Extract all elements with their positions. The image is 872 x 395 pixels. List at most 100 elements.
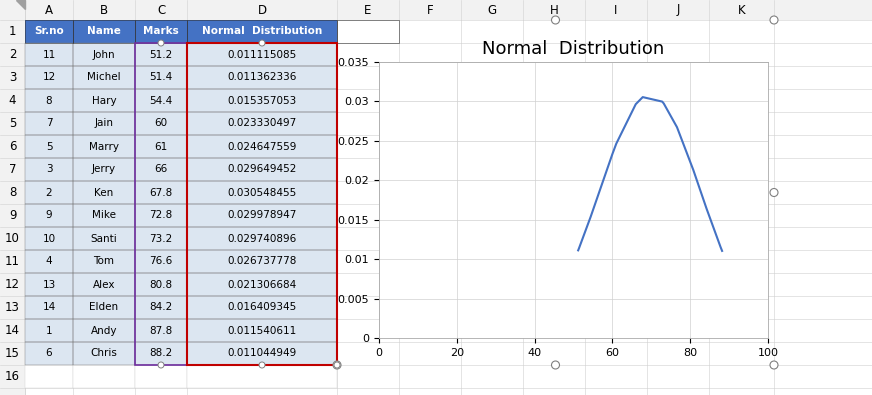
Circle shape	[770, 361, 778, 369]
Bar	[135, 319, 187, 342]
Text: 13: 13	[5, 301, 20, 314]
Bar	[25, 112, 73, 135]
Bar	[25, 204, 73, 227]
Bar	[73, 204, 135, 227]
Text: 12: 12	[43, 73, 56, 83]
Text: 10: 10	[43, 233, 56, 243]
Text: 7: 7	[45, 118, 52, 128]
Circle shape	[158, 40, 164, 46]
Circle shape	[333, 361, 341, 369]
Text: 1: 1	[9, 25, 17, 38]
Bar	[73, 20, 135, 43]
Bar	[73, 20, 135, 43]
Bar	[73, 342, 135, 365]
Bar	[187, 319, 337, 342]
Text: 9: 9	[9, 209, 17, 222]
Circle shape	[551, 361, 560, 369]
Bar	[135, 112, 187, 135]
Circle shape	[770, 16, 778, 24]
Text: Elden: Elden	[90, 303, 119, 312]
Bar	[187, 273, 337, 296]
Bar	[25, 296, 73, 319]
Bar	[187, 112, 337, 135]
Text: Andy: Andy	[91, 325, 117, 335]
Text: F: F	[426, 4, 433, 17]
Bar	[187, 273, 337, 296]
Bar	[187, 204, 337, 227]
Text: 6: 6	[9, 140, 17, 153]
Bar	[135, 250, 187, 273]
Bar	[135, 319, 187, 342]
Text: Mike: Mike	[92, 211, 116, 220]
Text: 4: 4	[9, 94, 17, 107]
Title: Normal  Distribution: Normal Distribution	[482, 40, 664, 58]
Bar	[73, 250, 135, 273]
Bar	[135, 342, 187, 365]
Bar	[25, 66, 73, 89]
Circle shape	[551, 16, 560, 24]
Bar	[73, 250, 135, 273]
Text: Michel: Michel	[87, 73, 121, 83]
Bar	[25, 66, 73, 89]
Bar	[25, 135, 73, 158]
Text: Alex: Alex	[92, 280, 115, 290]
Text: G: G	[487, 4, 496, 17]
Bar	[135, 66, 187, 89]
Bar	[187, 250, 337, 273]
Text: 9: 9	[45, 211, 52, 220]
Bar	[73, 43, 135, 66]
Bar	[25, 342, 73, 365]
Bar	[25, 20, 73, 43]
Bar	[135, 227, 187, 250]
Text: Jerry: Jerry	[92, 164, 116, 175]
Bar	[73, 66, 135, 89]
Bar	[73, 227, 135, 250]
Bar	[187, 135, 337, 158]
Bar	[135, 227, 187, 250]
Text: 76.6: 76.6	[149, 256, 173, 267]
Bar	[187, 204, 337, 227]
Bar	[25, 181, 73, 204]
Text: 13: 13	[43, 280, 56, 290]
Text: 66: 66	[154, 164, 167, 175]
Circle shape	[259, 362, 265, 368]
Text: 11: 11	[43, 49, 56, 60]
Text: 0.030548455: 0.030548455	[228, 188, 296, 198]
Text: 51.2: 51.2	[149, 49, 173, 60]
Bar	[135, 20, 187, 43]
Bar	[0, 0, 872, 20]
Text: Chris: Chris	[91, 348, 118, 359]
Bar	[73, 204, 135, 227]
Text: 88.2: 88.2	[149, 348, 173, 359]
Bar	[187, 20, 337, 43]
Text: 0.021306684: 0.021306684	[228, 280, 296, 290]
Bar	[135, 204, 187, 227]
Bar	[73, 112, 135, 135]
Bar	[73, 158, 135, 181]
Bar	[135, 158, 187, 181]
Bar	[25, 342, 73, 365]
Text: 72.8: 72.8	[149, 211, 173, 220]
Text: 8: 8	[45, 96, 52, 105]
Bar	[73, 43, 135, 66]
Bar	[73, 112, 135, 135]
Text: B: B	[100, 4, 108, 17]
Text: 80.8: 80.8	[149, 280, 173, 290]
Text: 87.8: 87.8	[149, 325, 173, 335]
Bar	[135, 273, 187, 296]
Bar	[25, 250, 73, 273]
Text: K: K	[738, 4, 746, 17]
Bar	[135, 43, 187, 66]
Text: 4: 4	[45, 256, 52, 267]
Bar	[25, 112, 73, 135]
Text: 0.026737778: 0.026737778	[228, 256, 296, 267]
Bar	[73, 296, 135, 319]
Text: 0.011540611: 0.011540611	[228, 325, 296, 335]
Text: 2: 2	[9, 48, 17, 61]
Text: 12: 12	[5, 278, 20, 291]
Text: 61: 61	[154, 141, 167, 152]
Text: Hary: Hary	[92, 96, 116, 105]
Text: 14: 14	[43, 303, 56, 312]
Text: A: A	[45, 4, 53, 17]
Bar	[73, 181, 135, 204]
